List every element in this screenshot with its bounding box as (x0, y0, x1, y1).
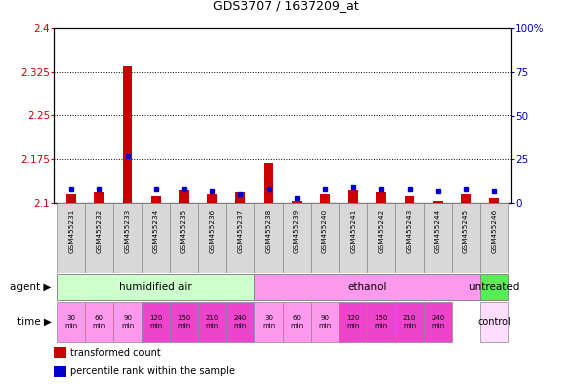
Text: GSM455239: GSM455239 (293, 209, 300, 253)
Bar (283, 302, 311, 342)
Text: GSM455234: GSM455234 (153, 209, 159, 253)
Text: GDS3707 / 1637209_at: GDS3707 / 1637209_at (212, 0, 359, 12)
Bar (179, 190, 189, 203)
Text: GSM455241: GSM455241 (350, 209, 356, 253)
Text: 90
min: 90 min (318, 316, 332, 328)
Bar (489, 198, 499, 203)
Bar (151, 196, 160, 203)
Bar (54, 347, 66, 358)
Text: 30
min: 30 min (65, 316, 78, 328)
Text: 150
min: 150 min (177, 316, 191, 328)
Bar (54, 366, 66, 377)
Bar (480, 203, 508, 273)
Text: transformed count: transformed count (70, 348, 161, 358)
Text: humidified air: humidified air (119, 282, 192, 292)
Text: GSM455235: GSM455235 (181, 209, 187, 253)
Text: GSM455240: GSM455240 (322, 209, 328, 253)
Text: 210
min: 210 min (403, 316, 416, 328)
Text: ethanol: ethanol (348, 282, 387, 292)
Bar (480, 302, 508, 342)
Text: control: control (477, 317, 511, 327)
Bar (123, 66, 132, 203)
Text: untreated: untreated (468, 282, 520, 292)
Bar (339, 203, 367, 273)
Bar (170, 203, 198, 273)
Bar (461, 194, 471, 203)
Bar (396, 203, 424, 273)
Bar (57, 302, 85, 342)
Bar (142, 203, 170, 273)
Text: GSM455246: GSM455246 (491, 209, 497, 253)
Bar (433, 201, 443, 203)
Bar (367, 302, 396, 342)
Bar (142, 302, 170, 342)
Bar (367, 203, 396, 273)
Bar (255, 203, 283, 273)
Bar (424, 203, 452, 273)
Text: 90
min: 90 min (121, 316, 134, 328)
Text: agent ▶: agent ▶ (10, 282, 51, 292)
Bar (94, 192, 104, 203)
Bar (311, 203, 339, 273)
Bar (452, 203, 480, 273)
Bar (339, 302, 367, 342)
Text: 60
min: 60 min (290, 316, 303, 328)
Bar (283, 203, 311, 273)
Text: GSM455232: GSM455232 (96, 209, 102, 253)
Bar (198, 203, 226, 273)
Text: 120
min: 120 min (149, 316, 162, 328)
Bar (226, 302, 255, 342)
Bar (85, 203, 114, 273)
Bar (207, 194, 217, 203)
Text: 240
min: 240 min (234, 316, 247, 328)
Bar (114, 302, 142, 342)
Text: 120
min: 120 min (347, 316, 360, 328)
Text: GSM455233: GSM455233 (124, 209, 131, 253)
Text: GSM455231: GSM455231 (68, 209, 74, 253)
Bar (348, 190, 358, 203)
Text: 150
min: 150 min (375, 316, 388, 328)
Bar (255, 273, 480, 300)
Bar (480, 273, 508, 300)
Text: GSM455244: GSM455244 (435, 209, 441, 253)
Bar (396, 302, 424, 342)
Text: GSM455242: GSM455242 (379, 209, 384, 253)
Text: GSM455237: GSM455237 (238, 209, 243, 253)
Bar (405, 196, 415, 203)
Text: GSM455238: GSM455238 (266, 209, 272, 253)
Bar (255, 302, 283, 342)
Text: 210
min: 210 min (206, 316, 219, 328)
Bar (235, 192, 246, 203)
Text: 240
min: 240 min (431, 316, 444, 328)
Bar (170, 302, 198, 342)
Text: 60
min: 60 min (93, 316, 106, 328)
Bar (320, 194, 330, 203)
Bar (66, 194, 76, 203)
Bar (57, 273, 255, 300)
Text: time ▶: time ▶ (17, 317, 51, 327)
Bar (264, 163, 274, 203)
Text: 30
min: 30 min (262, 316, 275, 328)
Text: GSM455236: GSM455236 (209, 209, 215, 253)
Text: GSM455243: GSM455243 (407, 209, 412, 253)
Bar (424, 302, 452, 342)
Bar (198, 302, 226, 342)
Text: percentile rank within the sample: percentile rank within the sample (70, 366, 235, 376)
Bar (311, 302, 339, 342)
Bar (85, 302, 114, 342)
Text: GSM455245: GSM455245 (463, 209, 469, 253)
Bar (376, 192, 386, 203)
Bar (226, 203, 255, 273)
Bar (114, 203, 142, 273)
Bar (292, 201, 301, 203)
Bar (57, 203, 85, 273)
